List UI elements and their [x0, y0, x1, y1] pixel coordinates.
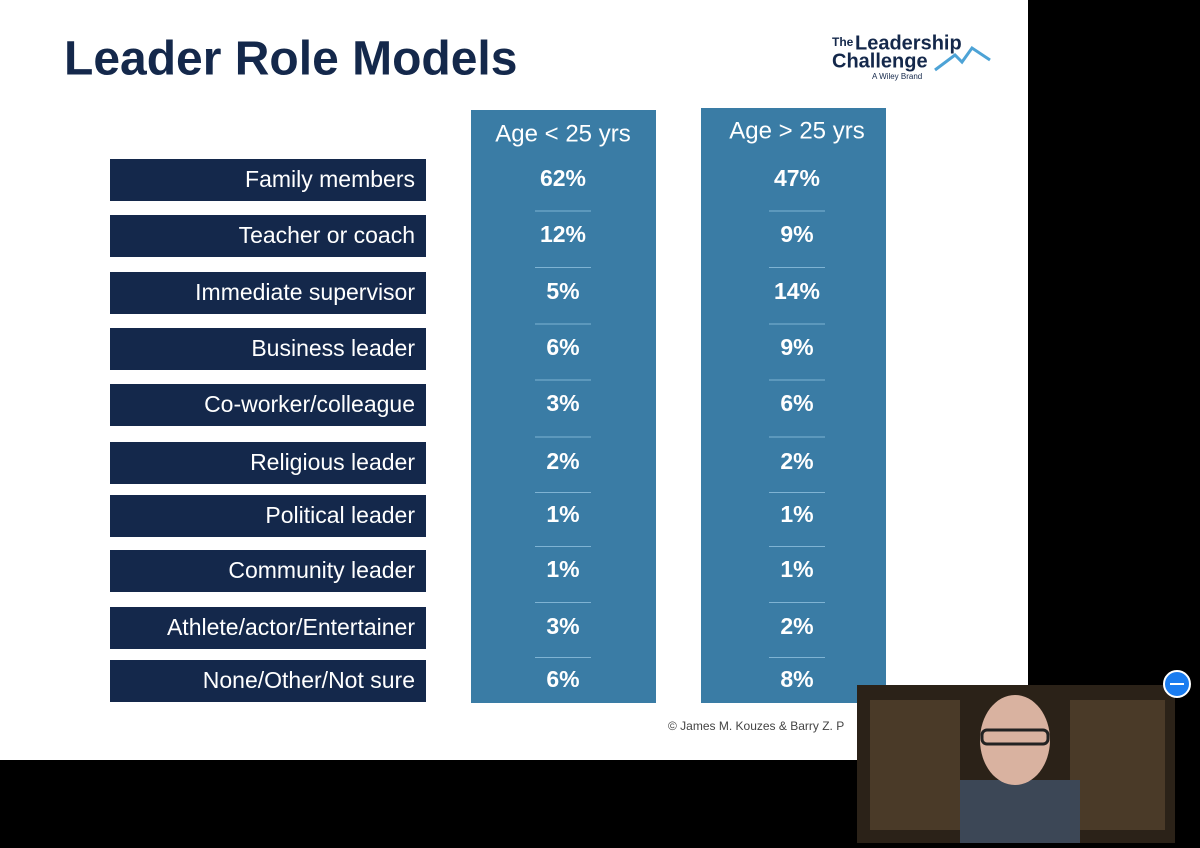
row-label-box [110, 384, 426, 426]
cell-value: 1% [546, 556, 579, 582]
cell-value: 1% [780, 556, 813, 582]
logo-mountain [934, 45, 991, 72]
cell-value: 2% [780, 613, 813, 639]
logo-the: The [832, 35, 854, 49]
bookshelf [870, 700, 960, 830]
row-label: None/Other/Not sure [203, 667, 415, 693]
cell-value: 62% [540, 165, 586, 191]
video-tile [857, 685, 1175, 843]
row-label-box [110, 159, 426, 201]
glasses [980, 728, 1050, 746]
cell-value: 6% [780, 390, 813, 416]
row-label-box [110, 607, 426, 649]
row-label-box [110, 272, 426, 314]
cell-value: 2% [546, 448, 579, 474]
row-label: Business leader [251, 335, 415, 361]
cell-value: 3% [546, 390, 579, 416]
column-header: Age > 25 yrs [729, 117, 864, 144]
row-label: Co-worker/colleague [204, 391, 415, 417]
logo-line1: Leadership [855, 32, 962, 54]
cell-value: 5% [546, 278, 579, 304]
cell-value: 47% [774, 165, 820, 191]
cell-value: 1% [780, 501, 813, 527]
person-body [960, 780, 1080, 843]
cell-value: 9% [780, 334, 813, 360]
cell-value: 6% [546, 666, 579, 692]
row-label: Athlete/actor/Entertainer [167, 614, 415, 640]
cell-value: 14% [774, 278, 820, 304]
row-label-box [110, 660, 426, 702]
row-label-box [110, 495, 426, 537]
cell-value: 6% [546, 334, 579, 360]
row-label-box [110, 328, 426, 370]
minimize-button[interactable] [1163, 670, 1191, 698]
row-label: Religious leader [250, 449, 415, 475]
cell-value: 1% [546, 501, 579, 527]
row-label-box [110, 442, 426, 484]
logo-line2: Challenge [832, 50, 928, 72]
column-panel [701, 108, 886, 703]
row-label: Teacher or coach [239, 222, 415, 248]
row-label: Community leader [228, 557, 415, 583]
cell-value: 2% [780, 448, 813, 474]
cell-value: 3% [546, 613, 579, 639]
cell-value: 8% [780, 666, 813, 692]
cell-value: 12% [540, 221, 586, 247]
bookshelf [1070, 700, 1165, 830]
row-label-box [110, 215, 426, 257]
logo: The Leadership Challenge A Wiley Brand [832, 32, 991, 81]
row-label-box [110, 550, 426, 592]
row-label: Political leader [265, 502, 415, 528]
row-label: Family members [245, 166, 415, 192]
slide-title: Leader Role Models [64, 33, 517, 86]
row-label: Immediate supervisor [195, 279, 415, 305]
copyright: © James M. Kouzes & Barry Z. P [668, 719, 844, 733]
logo-brand: A Wiley Brand [872, 72, 922, 81]
column-header: Age < 25 yrs [495, 120, 630, 147]
cell-value: 9% [780, 221, 813, 247]
column-panel [471, 110, 656, 703]
person-head [980, 695, 1050, 785]
